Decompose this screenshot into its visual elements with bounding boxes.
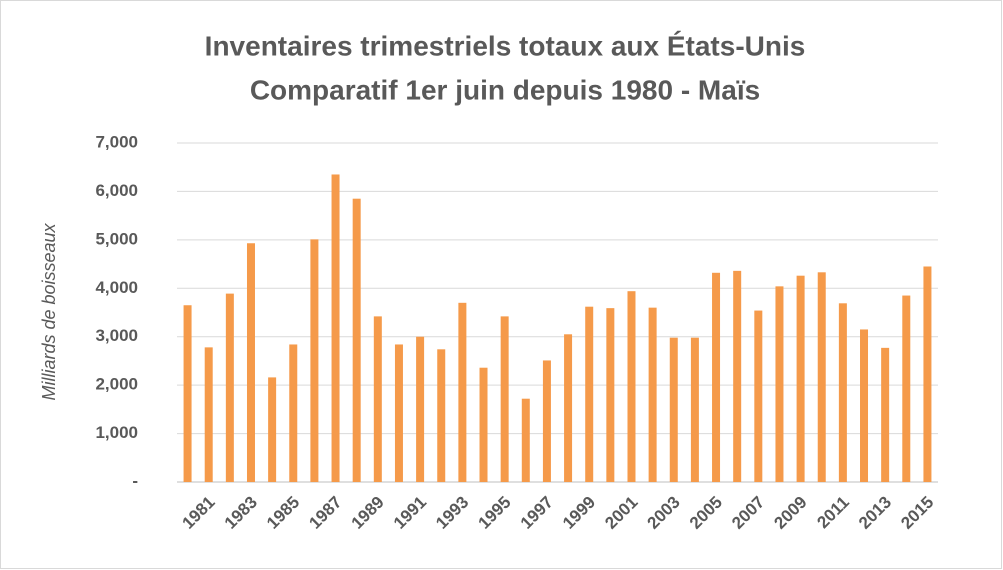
bar — [564, 334, 573, 482]
bar — [225, 293, 234, 482]
y-tick-label: 3,000 — [95, 326, 138, 345]
bar — [458, 302, 467, 482]
bar — [500, 316, 509, 482]
chart-subtitle: Comparatif 1er juin depuis 1980 - Maïs — [250, 74, 760, 105]
bar — [838, 303, 847, 482]
bar — [923, 266, 932, 482]
bar — [521, 398, 530, 482]
bar — [542, 360, 551, 482]
bar — [648, 307, 657, 482]
bar — [881, 347, 890, 482]
bar — [669, 337, 678, 482]
y-tick-label: 6,000 — [95, 181, 138, 200]
bar — [416, 336, 425, 482]
bar — [246, 243, 255, 482]
bar — [310, 239, 319, 482]
bar — [627, 291, 636, 482]
bar — [437, 349, 446, 482]
y-tick-label: 7,000 — [95, 132, 138, 151]
bar — [268, 377, 277, 482]
bar — [860, 329, 869, 482]
bar — [796, 275, 805, 482]
bar — [204, 347, 213, 482]
bar — [606, 308, 615, 482]
bar — [331, 174, 340, 482]
bar — [585, 306, 594, 482]
chart-title: Inventaires trimestriels totaux aux État… — [205, 30, 806, 61]
y-tick-label: 4,000 — [95, 278, 138, 297]
y-axis-label: Milliards de boisseaux — [39, 222, 59, 400]
bar — [902, 295, 911, 482]
y-tick-label: - — [132, 471, 138, 490]
bar — [775, 286, 784, 482]
bar — [289, 344, 298, 482]
bar — [690, 337, 699, 482]
y-tick-label: 1,000 — [95, 423, 138, 442]
bar — [817, 272, 826, 482]
bar — [183, 305, 192, 482]
bar — [479, 367, 488, 482]
bar — [712, 272, 721, 482]
bar — [754, 310, 763, 482]
y-tick-label: 2,000 — [95, 375, 138, 394]
bar — [733, 270, 742, 482]
bar — [352, 198, 361, 482]
bar — [394, 344, 403, 482]
bar — [373, 316, 382, 482]
y-tick-label: 5,000 — [95, 229, 138, 248]
